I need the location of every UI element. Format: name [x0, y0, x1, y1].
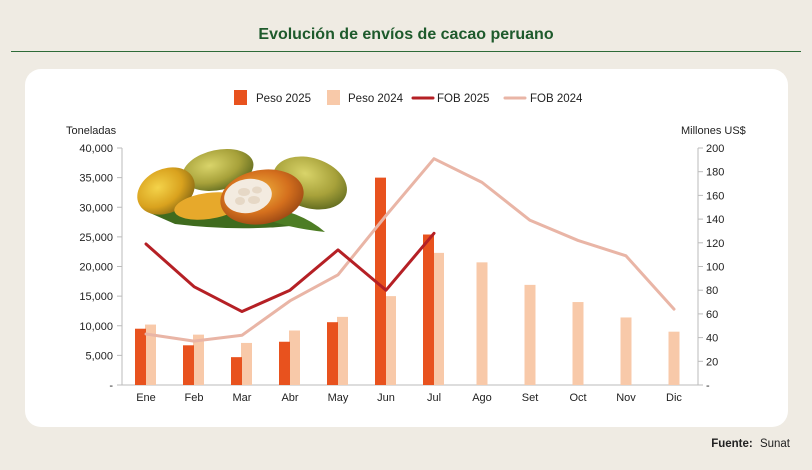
bar-peso-2024 [241, 342, 252, 385]
bar-peso-2024 [385, 296, 396, 385]
x-tick-label: Dic [666, 392, 682, 404]
y-right-tick-label: 160 [706, 190, 724, 202]
bar-peso-2024 [476, 262, 488, 385]
source-note: Fuente: Sunat [711, 438, 791, 450]
bar-peso-2024 [145, 324, 156, 385]
bar-peso-2025 [231, 357, 242, 385]
x-tick-label: Ago [472, 392, 492, 404]
x-tick-label: Nov [616, 392, 636, 404]
chart-title: Evolución de envíos de cacao peruano [258, 26, 554, 43]
y-right-tick-label: 200 [706, 143, 724, 155]
bar-peso-2024 [572, 302, 584, 385]
legend: Peso 2025 Peso 2024 FOB 2025 FOB 2024 [234, 90, 583, 105]
bar-peso-2024 [337, 316, 348, 385]
x-tick-label: Oct [569, 392, 586, 404]
y-left-tick-label: 30,000 [79, 202, 113, 214]
bar-peso-2025 [279, 341, 290, 385]
legend-swatch-peso-2024 [327, 90, 340, 105]
bar-peso-2024 [193, 334, 204, 385]
y-left-tick-label: 35,000 [79, 173, 113, 185]
y-right-tick-label: 40 [706, 333, 718, 345]
y-left-tick-labels: - 5,000 10,000 15,000 20,000 25,000 30,000 35,0… [79, 143, 122, 392]
y-left-tick-label: 15,000 [79, 291, 113, 303]
source-label: Fuente: [711, 438, 753, 450]
bar-peso-2024 [433, 252, 444, 385]
y-left-tick-label: 10,000 [79, 321, 113, 333]
line-fob-2025 [144, 231, 436, 314]
bar-peso-2025 [135, 328, 146, 385]
bar-peso-2025 [423, 234, 434, 385]
y-right-tick-label: 180 [706, 167, 724, 179]
cacao-pods-photo [137, 149, 347, 232]
bar-peso-2024 [668, 331, 680, 385]
y-left-axis-title: Toneladas [66, 125, 117, 137]
y-left-tick-label: 20,000 [79, 262, 113, 274]
bar-peso-2024 [289, 330, 300, 385]
y-right-tick-label: - [706, 380, 710, 392]
y-right-tick-label: 100 [706, 262, 724, 274]
y-left-tick-label: 25,000 [79, 232, 113, 244]
y-right-tick-label: 120 [706, 238, 724, 250]
y-left-tick-label: 5,000 [85, 350, 113, 362]
y-right-tick-labels: - 20 40 60 80 100 120 140 160 180 200 [698, 143, 724, 392]
x-tick-label: Ene [136, 392, 156, 404]
legend-label-peso-2025: Peso 2025 [256, 93, 311, 105]
bar-peso-2025 [327, 322, 338, 385]
x-tick-label: Abr [281, 392, 298, 404]
bar-peso-2025 [183, 345, 194, 385]
legend-swatch-peso-2025 [234, 90, 247, 105]
x-tick-label: Feb [185, 392, 204, 404]
legend-label-fob-2025: FOB 2025 [437, 93, 489, 105]
x-tick-labels: Ene Feb Mar Abr May Jun Jul Ago Set Oct Nov Dic [136, 392, 682, 404]
x-tick-label: Jun [377, 392, 395, 404]
bar-peso-2024 [620, 317, 632, 385]
legend-label-peso-2024: Peso 2024 [348, 93, 404, 105]
bar-peso-2024 [524, 284, 536, 385]
x-tick-label: Set [522, 392, 539, 404]
y-right-axis-title: Millones US$ [681, 125, 746, 137]
source-value: Sunat [760, 438, 791, 450]
x-tick-label: Mar [233, 392, 252, 404]
x-tick-label: May [328, 392, 349, 404]
y-right-tick-label: 60 [706, 309, 718, 321]
y-right-tick-label: 80 [706, 285, 718, 297]
bar-peso-2025 [375, 177, 386, 385]
line-fob-2024 [144, 157, 676, 343]
y-right-tick-label: 20 [706, 356, 718, 368]
y-left-tick-label: - [109, 380, 113, 392]
x-tick-label: Jul [427, 392, 441, 404]
bar-series [135, 177, 680, 385]
y-right-tick-label: 140 [706, 214, 724, 226]
title-divider [11, 51, 801, 52]
legend-label-fob-2024: FOB 2024 [530, 93, 583, 105]
y-left-tick-label: 40,000 [79, 143, 113, 155]
line-series [144, 157, 676, 343]
